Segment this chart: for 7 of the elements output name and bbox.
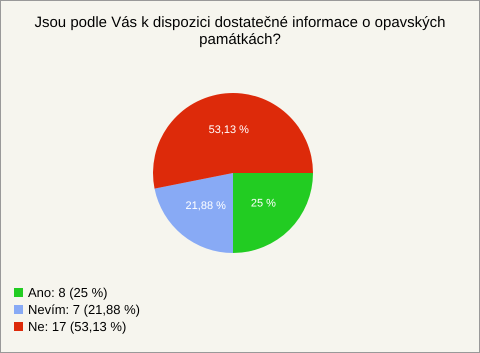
data-label: 21,88 % [186, 200, 226, 212]
data-label: 25 % [250, 197, 276, 210]
legend-label: Ano: 8 (25 %) [28, 285, 108, 300]
legend-label: Nevím: 7 (21,88 %) [28, 302, 140, 317]
data-label: 53,13 % [208, 124, 250, 136]
legend-label: Ne: 17 (53,13 %) [28, 319, 126, 334]
chart-title: Jsou podle Vás k dispozici dostatečné informace o opavských památkách? [34, 14, 446, 48]
